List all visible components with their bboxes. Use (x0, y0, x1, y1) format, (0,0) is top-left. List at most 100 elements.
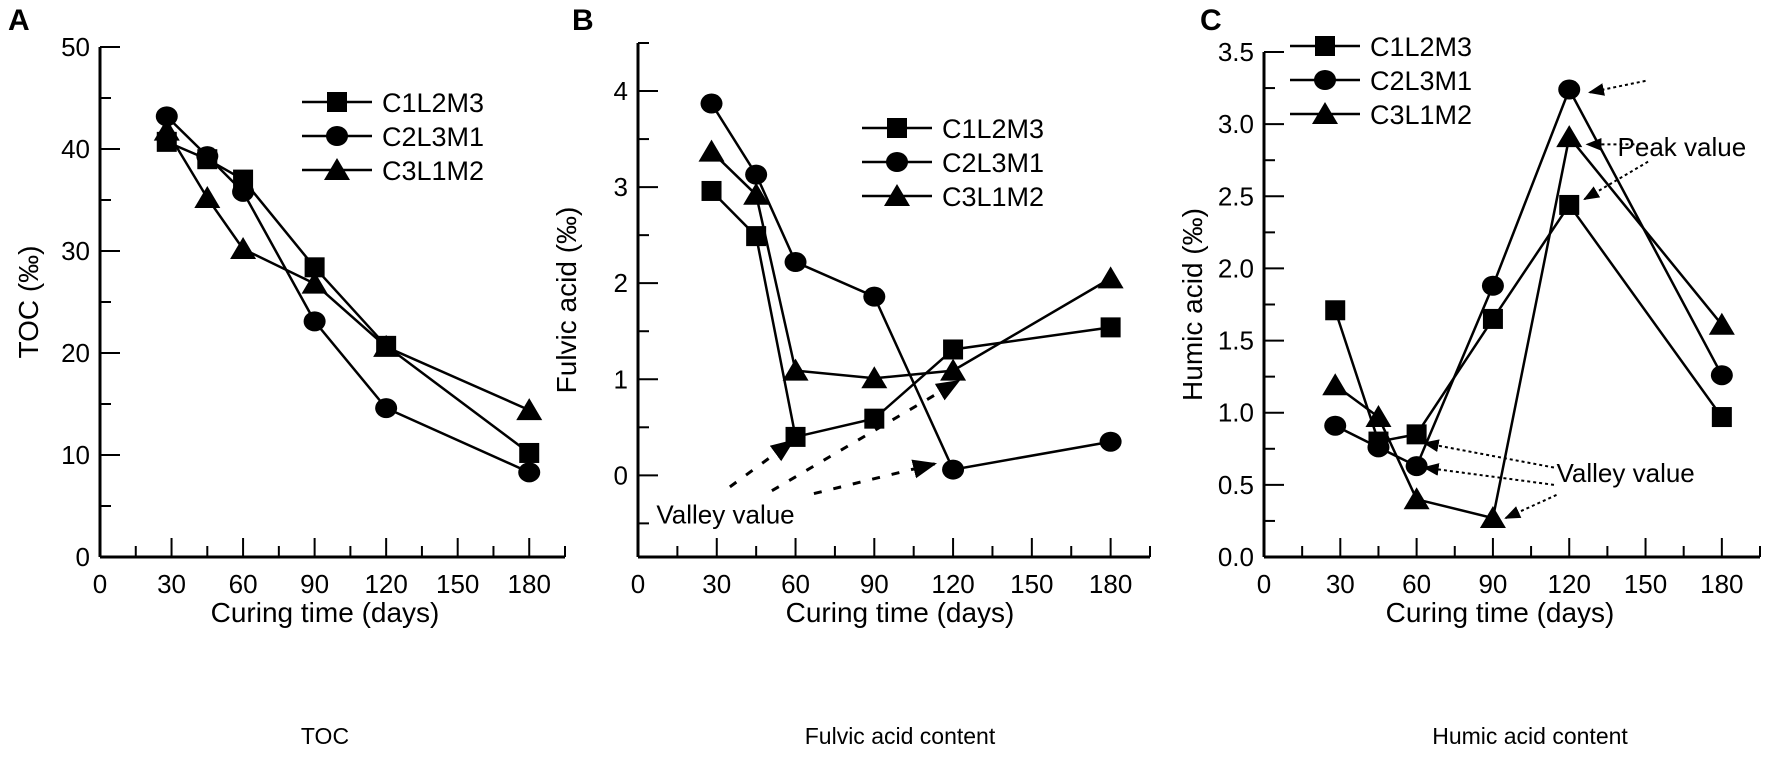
series-line (1334, 202, 1723, 444)
y-tick-label: 40 (61, 134, 90, 164)
panel-letter: C (1200, 4, 1222, 37)
square-point (1325, 300, 1346, 321)
annotation-arrow (771, 379, 961, 493)
legend-label: C3L1M2 (942, 182, 1044, 212)
series-c1l2m3 (701, 180, 1121, 447)
triangle-point (153, 118, 180, 141)
y-tick-label: 20 (61, 338, 90, 368)
series-c2l3m1 (1324, 79, 1733, 477)
x-tick-label: 90 (860, 569, 889, 599)
annotation: Valley value (656, 379, 961, 529)
annotation-label: Peak value (1618, 132, 1747, 162)
legend-label: C1L2M3 (942, 114, 1044, 144)
legend-circle-icon (886, 152, 908, 172)
x-tick-label: 60 (229, 569, 258, 599)
x-tick-label: 60 (781, 569, 810, 599)
circle-point (1324, 415, 1347, 436)
triangle-point (194, 185, 221, 208)
triangle-point (940, 358, 967, 381)
circle-point (1367, 437, 1390, 458)
y-tick-label: 1.0 (1218, 398, 1254, 428)
x-tick-label: 150 (1624, 569, 1667, 599)
square-point (1482, 308, 1503, 329)
y-tick-label: 1.5 (1218, 326, 1254, 356)
y-tick-label: 3.0 (1218, 109, 1254, 139)
triangle-point (373, 334, 400, 357)
circle-point (1405, 456, 1428, 477)
circle-point (196, 146, 219, 167)
legend-label: C3L1M2 (382, 156, 484, 186)
annotation-arrow (729, 439, 795, 489)
annotation-arrow (1422, 439, 1555, 469)
series-line (710, 150, 1112, 380)
triangle-point (782, 358, 809, 381)
series-c2l3m1 (700, 93, 1122, 480)
y-tick-label: 3.5 (1218, 37, 1254, 67)
legend-label: C2L3M1 (1370, 66, 1472, 96)
triangle-point (1403, 487, 1430, 510)
legend-square-icon (1315, 36, 1335, 56)
square-point (1711, 407, 1732, 428)
series-c3l1m2 (698, 139, 1124, 389)
legend-entry: C1L2M3 (1290, 32, 1472, 62)
x-tick-label: 180 (1700, 569, 1743, 599)
annotation-arrow (1588, 79, 1646, 96)
triangle-point (698, 139, 725, 162)
legend-entry: C3L1M2 (862, 182, 1044, 212)
panel-caption: Humic acid content (1432, 723, 1628, 749)
triangle-point (1365, 405, 1392, 428)
legend-entry: C2L3M1 (302, 122, 484, 152)
x-tick-label: 0 (1257, 569, 1271, 599)
triangle-point (1479, 506, 1506, 529)
square-point (785, 426, 806, 447)
x-axis-title: Curing time (days) (786, 597, 1015, 628)
y-tick-label: 0 (614, 460, 628, 490)
y-tick-label: 3 (614, 172, 628, 202)
circle-point (745, 164, 768, 185)
y-tick-label: 0.0 (1218, 542, 1254, 572)
square-point (1100, 317, 1121, 338)
square-point (304, 257, 325, 278)
x-tick-label: 30 (702, 569, 731, 599)
square-point (1406, 424, 1427, 445)
legend-square-icon (887, 118, 907, 138)
annotation: Valley value (1422, 439, 1695, 519)
x-tick-label: 30 (157, 569, 186, 599)
panel-letter: B (572, 4, 594, 37)
x-tick-label: 60 (1402, 569, 1431, 599)
square-point (1559, 194, 1580, 215)
x-tick-label: 150 (1010, 569, 1053, 599)
panel-c: C 0.0 0.5 1.0 1.5 2.0 2.5 3.0 3.5 0 30 60 90 120 150 18… (1177, 4, 1761, 749)
series-line (166, 140, 530, 454)
y-axis-title: TOC (‰) (13, 245, 44, 358)
legend-entry: C2L3M1 (1290, 66, 1472, 96)
panel-letter: A (8, 4, 30, 37)
annotation-label: Valley value (1557, 458, 1695, 488)
legend-entry: C2L3M1 (862, 148, 1044, 178)
square-point (519, 442, 540, 463)
triangle-point (1097, 266, 1124, 289)
series-c3l1m2 (153, 118, 543, 421)
x-tick-label: 180 (508, 569, 551, 599)
legend-triangle-icon (324, 158, 350, 180)
legend-label: C1L2M3 (1370, 32, 1472, 62)
legend-square-icon (327, 92, 347, 112)
triangle-point (1322, 373, 1349, 396)
circle-point (784, 252, 807, 273)
circle-point (1099, 431, 1122, 452)
legend-circle-icon (326, 126, 348, 146)
legend-label: C3L1M2 (1370, 100, 1472, 130)
annotation-arrow (813, 459, 938, 496)
x-axis-title: Curing time (days) (211, 597, 440, 628)
x-tick-label: 30 (1326, 569, 1355, 599)
y-tick-label: 30 (61, 236, 90, 266)
circle-point (155, 106, 178, 127)
circle-point (1558, 79, 1581, 100)
legend-entry: C1L2M3 (302, 88, 484, 118)
triangle-point (1556, 125, 1583, 148)
annotation-arrow (1422, 463, 1555, 486)
triangle-point (516, 398, 543, 421)
y-tick-label: 0.5 (1218, 470, 1254, 500)
series-line (710, 102, 1111, 471)
